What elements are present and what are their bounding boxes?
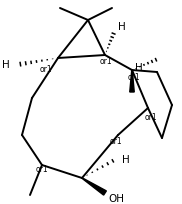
Text: H: H [2,60,10,70]
Text: or1: or1 [39,65,52,74]
Text: or1: or1 [145,113,158,122]
Text: or1: or1 [100,58,113,67]
Text: OH: OH [108,194,124,204]
Polygon shape [130,70,134,92]
Text: H: H [118,22,126,32]
Polygon shape [82,178,106,195]
Text: or1: or1 [110,137,123,146]
Text: H: H [122,155,130,165]
Text: H: H [135,63,143,73]
Text: or1: or1 [35,165,48,174]
Text: or1: or1 [128,73,141,82]
